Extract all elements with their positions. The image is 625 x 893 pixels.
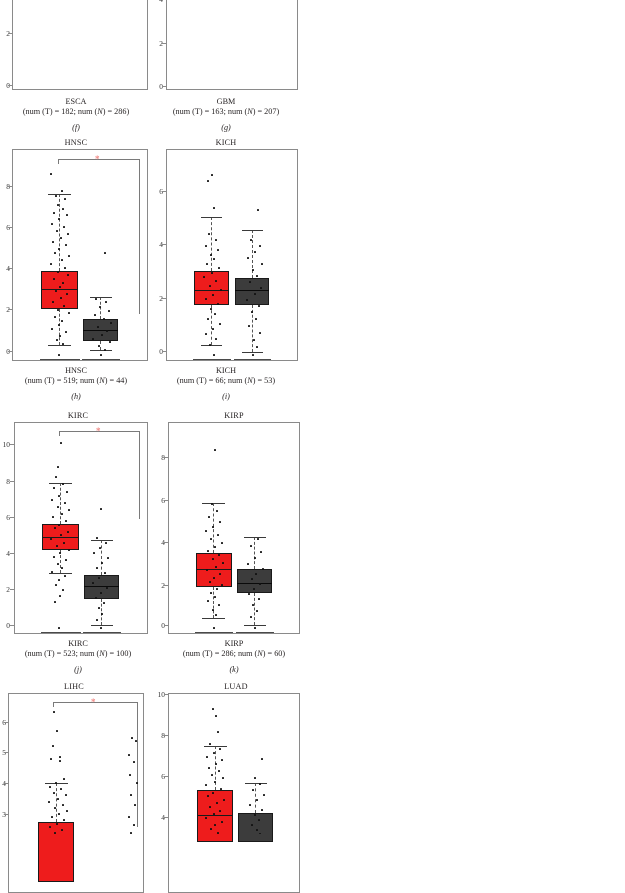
panel-hnsc: HNSC 8 6 4 2 0 * — [0, 138, 312, 401]
significance-bracket-kirc — [59, 431, 140, 519]
panel-title-kirc: KIRC — [67, 411, 89, 420]
panel-gbm: 4 2 0 GBM (num (T) = 163; num (N) = 207)… — [155, 0, 467, 135]
sample-counts-kich: (num (T) = 66; num (N) = 53) — [176, 376, 276, 385]
plot-frame-esca — [12, 0, 148, 90]
panel-luad: LUAD 10 8 6 4 — [155, 682, 467, 893]
plot-frame-lihc — [8, 693, 144, 893]
plot-frame-kirc — [14, 422, 148, 634]
panel-letter-h: (h) — [71, 392, 81, 401]
panel-letter-i: (i) — [222, 392, 230, 401]
panel-title-luad: LUAD — [224, 682, 248, 691]
sample-counts-kirc: (num (T) = 523; num (N) = 100) — [24, 649, 132, 658]
sample-counts-esca: (num (T) = 182; num (N) = 286) — [22, 107, 130, 116]
panel-title-hnsc: HNSC — [64, 138, 88, 147]
significance-star-lihc: * — [91, 697, 96, 707]
box-normal-luad — [238, 813, 273, 842]
panel-esca: 2 0 ESCA (num (T) = 182; num (N) = 286) … — [0, 0, 312, 135]
box-normal-kich — [235, 278, 269, 305]
x-axis-label-hnsc: HNSC — [65, 366, 87, 375]
sample-counts-hnsc: (num (T) = 519; num (N) = 44) — [24, 376, 128, 385]
box-normal-kirp — [237, 569, 272, 593]
box-tumor-lihc — [38, 822, 74, 882]
panel-title-kirp: KIRP — [224, 411, 244, 420]
x-axis-label-esca: ESCA — [65, 97, 87, 106]
multi-panel-boxplot-figure: 2 0 ESCA (num (T) = 182; num (N) = 286) … — [0, 0, 467, 893]
panel-letter-f: (f) — [72, 123, 80, 132]
panel-letter-g: (g) — [221, 123, 231, 132]
panel-letter-j: (j) — [74, 665, 82, 674]
plot-frame-kirp — [168, 422, 300, 634]
plot-frame-gbm — [166, 0, 298, 90]
sample-counts-gbm: (num (T) = 163; num (N) = 207) — [172, 107, 280, 116]
panel-kirc: KIRC 10 8 6 4 2 0 * — [0, 411, 312, 674]
sample-counts-kirp: (num (T) = 286; num (N) = 60) — [182, 649, 286, 658]
plot-frame-hnsc — [12, 149, 148, 361]
panel-title-kich: KICH — [215, 138, 237, 147]
x-axis-label-kirc: KIRC — [68, 639, 88, 648]
panel-title-lihc: LIHC — [64, 682, 84, 691]
significance-bracket-hnsc — [58, 159, 140, 314]
x-axis-label-gbm: GBM — [216, 97, 236, 106]
significance-star-kirc: * — [96, 426, 101, 436]
panel-kirp: KIRP 8 6 4 2 0 — [155, 411, 467, 674]
panel-kich: KICH 6 4 2 0 — [155, 138, 467, 401]
plot-frame-luad — [168, 693, 300, 893]
x-axis-label-kich: KICH — [215, 366, 236, 375]
significance-bracket-lihc — [53, 702, 138, 827]
plot-frame-kich — [166, 149, 298, 361]
panel-letter-k: (k) — [229, 665, 239, 674]
significance-star-hnsc: * — [95, 154, 100, 164]
median-tumor-hnsc — [41, 289, 78, 291]
box-tumor-kich — [194, 271, 229, 305]
x-axis-label-kirp: KIRP — [224, 639, 244, 648]
